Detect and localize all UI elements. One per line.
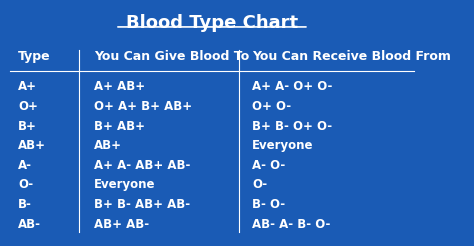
Text: A- O-: A- O- (252, 159, 285, 172)
Text: A+ AB+: A+ AB+ (94, 80, 145, 93)
Text: AB+: AB+ (94, 139, 122, 152)
Text: B+: B+ (18, 120, 37, 133)
Text: A+ A- O+ O-: A+ A- O+ O- (252, 80, 332, 93)
Text: O-: O- (252, 179, 267, 191)
Text: Type: Type (18, 50, 51, 63)
Text: You Can Give Blood To: You Can Give Blood To (94, 50, 249, 63)
Text: B-: B- (18, 198, 32, 211)
Text: B+ B- O+ O-: B+ B- O+ O- (252, 120, 332, 133)
Text: O+ A+ B+ AB+: O+ A+ B+ AB+ (94, 100, 192, 113)
Text: O-: O- (18, 179, 33, 191)
Text: A+: A+ (18, 80, 37, 93)
Text: B- O-: B- O- (252, 198, 285, 211)
Text: O+: O+ (18, 100, 38, 113)
Text: B+ AB+: B+ AB+ (94, 120, 145, 133)
Text: AB+: AB+ (18, 139, 46, 152)
Text: AB- A- B- O-: AB- A- B- O- (252, 218, 330, 231)
Text: Blood Type Chart: Blood Type Chart (126, 14, 298, 31)
Text: AB+ AB-: AB+ AB- (94, 218, 149, 231)
Text: Everyone: Everyone (252, 139, 313, 152)
Text: Everyone: Everyone (94, 179, 155, 191)
Text: AB-: AB- (18, 218, 41, 231)
Text: A+ A- AB+ AB-: A+ A- AB+ AB- (94, 159, 191, 172)
Text: O+ O-: O+ O- (252, 100, 291, 113)
Text: You Can Receive Blood From: You Can Receive Blood From (252, 50, 451, 63)
Text: B+ B- AB+ AB-: B+ B- AB+ AB- (94, 198, 190, 211)
Text: A-: A- (18, 159, 32, 172)
